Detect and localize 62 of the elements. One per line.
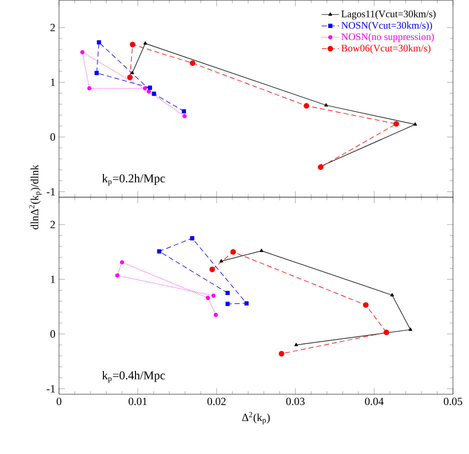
- y-tick-label: 1: [50, 276, 55, 283]
- x-tick-label: 0.01: [128, 398, 147, 406]
- point: [384, 329, 390, 336]
- annotation: k$_{p}$=0.2h/Mpc: [102, 174, 165, 186]
- point: [127, 74, 133, 80]
- y-axis-title: dlnΔ$^{2}$(k$_{p}$)/dlnk: [29, 164, 42, 230]
- x-tick-label: 0.04: [365, 398, 384, 406]
- y-tick-label: -1: [46, 385, 55, 392]
- point: [96, 40, 102, 44]
- x-tick-label: 0.02: [207, 398, 226, 406]
- y-tick-label: 0: [50, 330, 56, 338]
- point: [226, 302, 230, 306]
- point: [130, 42, 136, 48]
- point: [260, 248, 264, 252]
- point: [219, 259, 224, 262]
- point: [143, 41, 148, 45]
- point: [80, 50, 84, 54]
- point: [182, 114, 187, 118]
- legend-label: Lagos11(Vcut=30km/s): [341, 10, 436, 20]
- point: [413, 122, 418, 126]
- point: [408, 327, 412, 331]
- point: [152, 92, 156, 96]
- y-tick-label: 2: [50, 24, 55, 32]
- point: [214, 312, 218, 317]
- y-tick-label: 2: [50, 220, 55, 228]
- y-tick-label: -1: [46, 188, 55, 196]
- point: [278, 350, 284, 356]
- legend-label: NOSN(Vcut=30km/s)): [341, 22, 432, 31]
- point: [120, 260, 124, 264]
- point: [324, 103, 328, 106]
- point: [190, 60, 196, 66]
- x-tick-label: 0: [56, 398, 62, 406]
- point: [304, 102, 310, 109]
- point: [206, 296, 210, 300]
- point: [362, 302, 369, 308]
- legend-label: NOSN(no suppression): [341, 32, 434, 42]
- point: [182, 109, 186, 114]
- point: [148, 86, 152, 90]
- point: [115, 273, 120, 278]
- point: [390, 292, 394, 296]
- point: [157, 249, 162, 254]
- point: [230, 249, 236, 255]
- y-tick-label: 1: [50, 78, 55, 86]
- point: [209, 266, 215, 272]
- point: [190, 236, 194, 240]
- legend-label: Bow06(Vcut=30km/s): [341, 44, 430, 54]
- point: [94, 70, 99, 75]
- point: [142, 86, 147, 90]
- annotation: k$_{p}$=0.4h/Mpc: [102, 370, 165, 383]
- point: [318, 164, 324, 170]
- y-tick-label: 0: [50, 133, 56, 141]
- point: [294, 342, 298, 346]
- point: [211, 294, 216, 298]
- x-tick-label: 0.03: [286, 398, 305, 406]
- x-tick-label: 0.05: [444, 398, 462, 406]
- point: [226, 290, 230, 295]
- point: [244, 301, 249, 306]
- point: [393, 120, 400, 127]
- x-axis-title: Δ$^{2}$(k$_{p}$): [242, 412, 270, 424]
- point: [87, 86, 92, 90]
- point: [146, 89, 151, 94]
- point: [130, 70, 134, 74]
